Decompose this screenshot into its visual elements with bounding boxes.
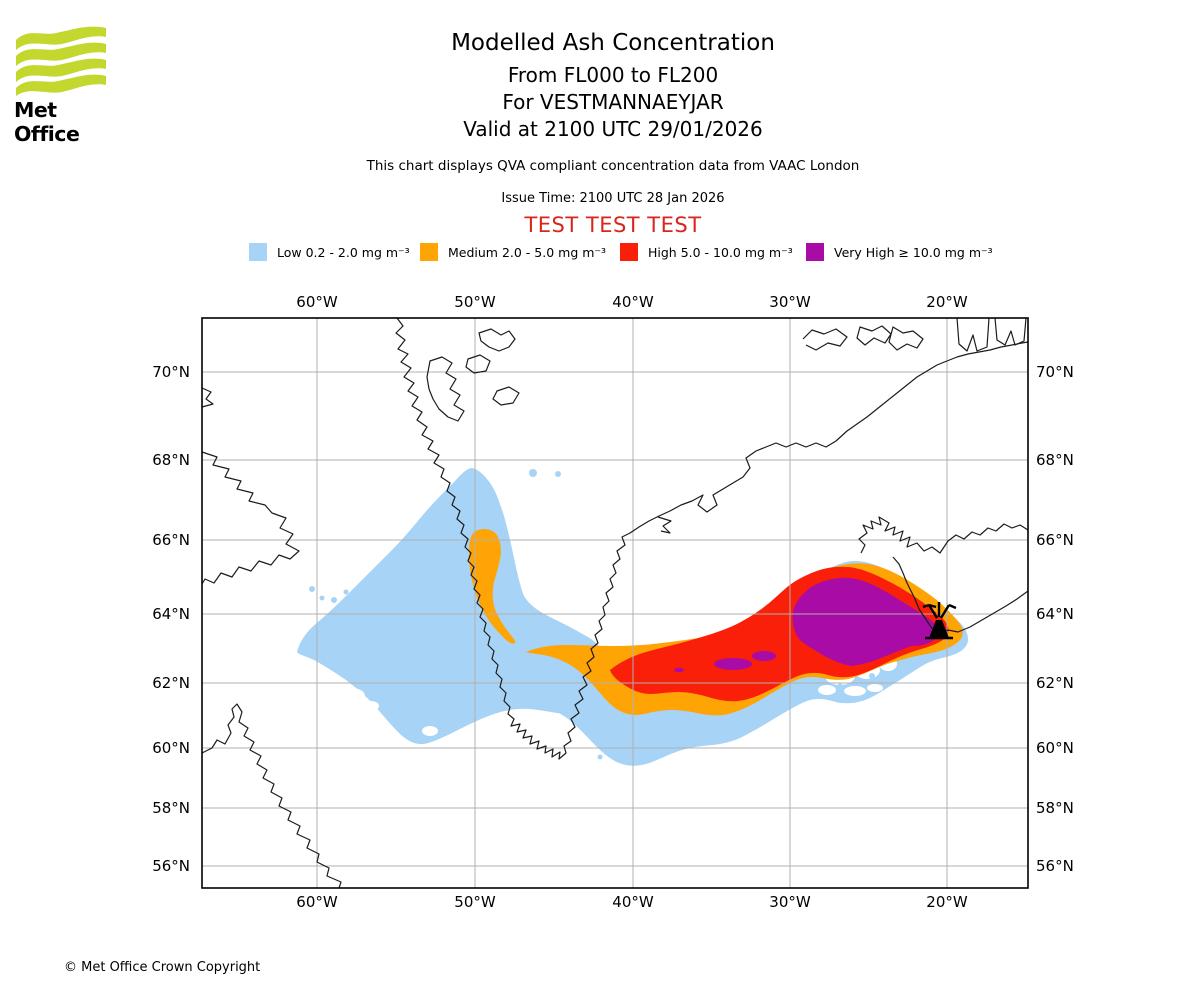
coast-fjord-u1 — [956, 317, 990, 352]
legend-label-very-high: Very High ≥ 10.0 mg m⁻³ — [834, 244, 993, 260]
lon-tick-top-20w: 20°W — [926, 293, 968, 311]
legend-swatch-very-high — [806, 243, 824, 261]
subtitle-flight-levels: From FL000 to FL200 — [507, 63, 719, 87]
test-banner: TEST TEST TEST — [524, 213, 702, 237]
lon-tick-bottom-30w: 30°W — [769, 893, 811, 911]
lat-tick-left-70n: 70°N — [152, 363, 190, 381]
lon-tick-bottom-40w: 40°W — [612, 893, 654, 911]
met-office-logo-text: Met Office — [14, 98, 80, 146]
lon-tick-top-60w: 60°W — [296, 293, 338, 311]
lat-tick-left-64n: 64°N — [152, 605, 190, 623]
ash-layer-very-high — [674, 577, 939, 673]
lat-tick-right-56n: 56°N — [1036, 857, 1074, 875]
coast-greenland — [395, 317, 1029, 760]
graticule-grid — [202, 318, 1028, 888]
met-office-logo: Met Office — [14, 24, 124, 146]
coast-islet — [657, 516, 672, 534]
lat-tick-left-56n: 56°N — [152, 857, 190, 875]
coast-labrador — [201, 703, 342, 889]
lat-tick-right-60n: 60°N — [1036, 739, 1074, 757]
coast-island — [465, 354, 491, 374]
coast-fjord-u2 — [994, 317, 1027, 346]
coast-disko-island — [478, 328, 516, 352]
volcano-marker — [922, 602, 957, 640]
lon-tick-bottom-20w: 20°W — [926, 893, 968, 911]
lat-tick-left-58n: 58°N — [152, 799, 190, 817]
subtitle-valid-time: Valid at 2100 UTC 29/01/2026 — [463, 117, 763, 141]
lon-tick-top-30w: 30°W — [769, 293, 811, 311]
legend-item-low: Low 0.2 - 2.0 mg m⁻³ — [249, 242, 410, 262]
legend-label-high: High 5.0 - 10.0 mg m⁻³ — [648, 244, 793, 260]
coast-fjords-west — [426, 356, 465, 422]
legend-item-very-high: Very High ≥ 10.0 mg m⁻³ — [806, 242, 993, 262]
lat-tick-right-68n: 68°N — [1036, 451, 1074, 469]
lon-tick-bottom-50w: 50°W — [454, 893, 496, 911]
lon-tick-top-40w: 40°W — [612, 293, 654, 311]
coast-scoresby-3 — [888, 326, 924, 351]
legend-swatch-low — [249, 243, 267, 261]
lat-tick-right-70n: 70°N — [1036, 363, 1074, 381]
subtitle-location: For VESTMANNAEYJAR — [502, 90, 724, 114]
coast-iceland-north — [858, 516, 1029, 554]
coast-scoresby-2 — [856, 325, 892, 346]
coast-baffin-north — [201, 387, 214, 408]
map-frame — [201, 317, 1029, 889]
lat-tick-left-60n: 60°N — [152, 739, 190, 757]
coast-scoresby-1 — [802, 328, 848, 351]
legend-item-high: High 5.0 - 10.0 mg m⁻³ — [620, 242, 793, 262]
lat-tick-left-66n: 66°N — [152, 531, 190, 549]
legend-label-medium: Medium 2.0 - 5.0 mg m⁻³ — [448, 244, 607, 260]
copyright-notice: © Met Office Crown Copyright — [64, 960, 261, 975]
lat-tick-right-62n: 62°N — [1036, 674, 1074, 692]
lat-tick-left-68n: 68°N — [152, 451, 190, 469]
lon-tick-top-50w: 50°W — [454, 293, 496, 311]
lat-tick-left-62n: 62°N — [152, 674, 190, 692]
coastlines — [201, 317, 1029, 889]
met-office-logo-waves — [16, 26, 106, 96]
coast-baffin — [201, 451, 300, 585]
lat-tick-right-66n: 66°N — [1036, 531, 1074, 549]
lon-tick-bottom-60w: 60°W — [296, 893, 338, 911]
issue-time: Issue Time: 2100 UTC 28 Jan 2026 — [501, 191, 725, 206]
legend-item-medium: Medium 2.0 - 5.0 mg m⁻³ — [420, 242, 606, 262]
page-title: Modelled Ash Concentration — [451, 30, 775, 56]
legend-label-low: Low 0.2 - 2.0 mg m⁻³ — [277, 244, 410, 260]
lat-tick-right-58n: 58°N — [1036, 799, 1074, 817]
legend-swatch-high — [620, 243, 638, 261]
lat-tick-right-64n: 64°N — [1036, 605, 1074, 623]
legend-swatch-medium — [420, 243, 438, 261]
compliance-note: This chart displays QVA compliant concen… — [366, 158, 860, 174]
coast-island-small — [492, 386, 520, 406]
